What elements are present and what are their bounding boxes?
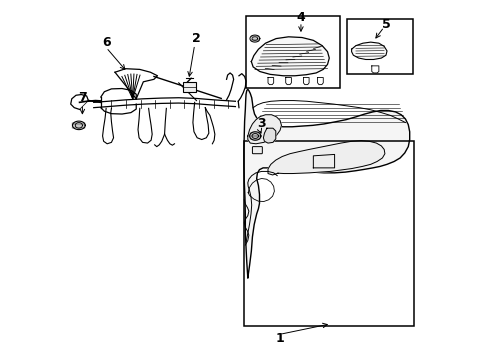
- Polygon shape: [251, 37, 329, 76]
- Polygon shape: [243, 89, 409, 278]
- Text: 6: 6: [102, 36, 110, 49]
- Text: 5: 5: [381, 18, 390, 31]
- Polygon shape: [351, 42, 386, 60]
- Bar: [245, 16, 339, 88]
- Polygon shape: [263, 128, 275, 143]
- Text: 3: 3: [257, 117, 266, 130]
- Text: 1: 1: [275, 332, 284, 345]
- FancyBboxPatch shape: [252, 147, 262, 154]
- Bar: [346, 19, 412, 74]
- Text: 2: 2: [192, 32, 200, 45]
- Polygon shape: [268, 141, 384, 175]
- Polygon shape: [247, 115, 281, 144]
- Bar: [182, 82, 196, 92]
- Text: 7: 7: [78, 91, 87, 104]
- Bar: [244, 141, 413, 326]
- Text: 4: 4: [296, 11, 305, 24]
